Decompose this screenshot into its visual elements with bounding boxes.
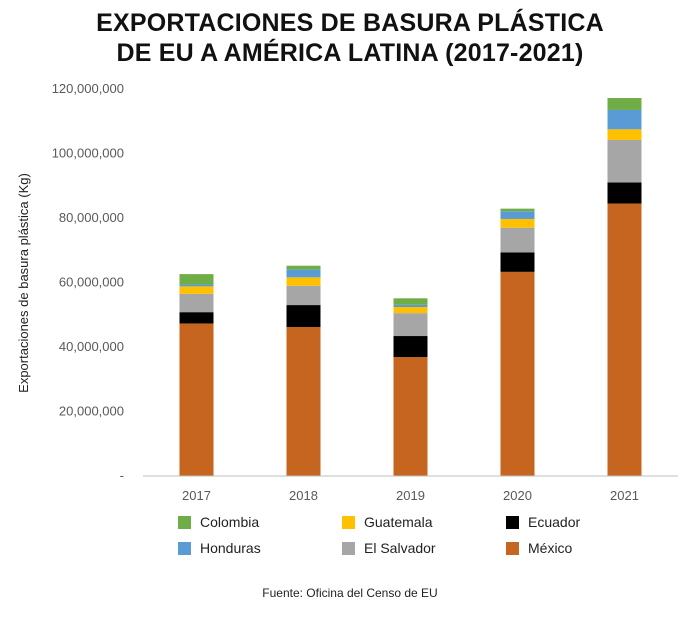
x-tick-label: 2019 <box>396 488 425 503</box>
x-tick-label: 2021 <box>610 488 639 503</box>
legend-label: Ecuador <box>528 514 581 530</box>
bar-segment <box>286 277 321 286</box>
bar-segment <box>179 284 214 287</box>
x-axis: 2017 2018 2019 2020 2021 <box>182 488 639 503</box>
chart-title-line-2: DE EU A AMÉRICA LATINA (2017-2021) <box>116 39 584 67</box>
legend-item: Colombia <box>178 514 259 530</box>
legend-swatch <box>178 515 191 529</box>
legend-swatch <box>342 515 355 529</box>
bar-segment <box>179 312 214 324</box>
y-tick-label: 60,000,000 <box>59 275 124 290</box>
y-tick-label: 100,000,000 <box>52 146 124 161</box>
bar-segment <box>393 304 428 308</box>
legend-label: Honduras <box>200 540 261 556</box>
bar-segment <box>500 271 535 476</box>
legend: Colombia Guatemala Ecuador Honduras El Salva… <box>178 514 618 564</box>
legend-item: Honduras <box>178 540 261 556</box>
bar-segment <box>393 356 428 476</box>
bar-segment <box>179 274 214 285</box>
bar-segment <box>286 285 321 306</box>
bar-segment <box>500 252 535 272</box>
x-tick-label: 2017 <box>182 488 211 503</box>
bar-segment <box>500 208 535 212</box>
legend-label: México <box>528 540 573 556</box>
bar-segment <box>607 182 642 204</box>
bar-segment <box>500 227 535 253</box>
legend-swatch <box>178 541 191 555</box>
bar-segment <box>179 293 214 313</box>
x-tick-label: 2018 <box>289 488 318 503</box>
y-tick-label: 40,000,000 <box>59 339 124 354</box>
bar-segment <box>179 286 214 294</box>
bar-segment <box>607 139 642 183</box>
bar-segment <box>393 336 428 357</box>
bar-segment <box>607 109 642 130</box>
legend-item: El Salvador <box>342 540 436 556</box>
bar-segment <box>286 305 321 328</box>
legend-item: México <box>506 540 572 556</box>
bar-segment <box>393 307 428 314</box>
bar-segment <box>607 98 642 110</box>
legend-swatch <box>506 515 519 529</box>
legend-swatch <box>342 541 355 555</box>
bar-segment <box>179 323 214 476</box>
chart-title-line-1: EXPORTACIONES DE BASURA PLÁSTICA <box>96 9 604 37</box>
y-tick-label: 120,000,000 <box>52 81 124 96</box>
y-axis: - 20,000,000 40,000,000 60,000,000 80,000,00… <box>52 81 124 483</box>
legend-item: Ecuador <box>506 514 580 530</box>
source-note: Fuente: Oficina del Censo de EU <box>262 586 438 600</box>
bar-segment <box>286 327 321 476</box>
legend-label: Colombia <box>200 514 260 530</box>
bar-segment <box>393 298 428 305</box>
bars <box>179 98 642 477</box>
y-tick-label: 80,000,000 <box>59 210 124 225</box>
bar-segment <box>286 269 321 278</box>
legend-swatch <box>506 541 519 555</box>
bar-segment <box>286 265 321 270</box>
legend-label: El Salvador <box>364 540 436 556</box>
bar-segment <box>393 313 428 337</box>
x-tick-label: 2020 <box>503 488 532 503</box>
legend-label: Guatemala <box>364 514 433 530</box>
bar-segment <box>607 129 642 140</box>
y-axis-title: Exportaciones de basura plástica (Kg) <box>16 173 31 393</box>
legend-item: Guatemala <box>342 514 432 530</box>
y-tick-label: - <box>120 468 124 483</box>
bar-segment <box>500 211 535 219</box>
bar-segment <box>500 218 535 228</box>
bar-segment <box>607 203 642 477</box>
y-tick-label: 20,000,000 <box>59 404 124 419</box>
chart-title: EXPORTACIONES DE BASURA PLÁSTICA DE EU A… <box>0 8 700 68</box>
